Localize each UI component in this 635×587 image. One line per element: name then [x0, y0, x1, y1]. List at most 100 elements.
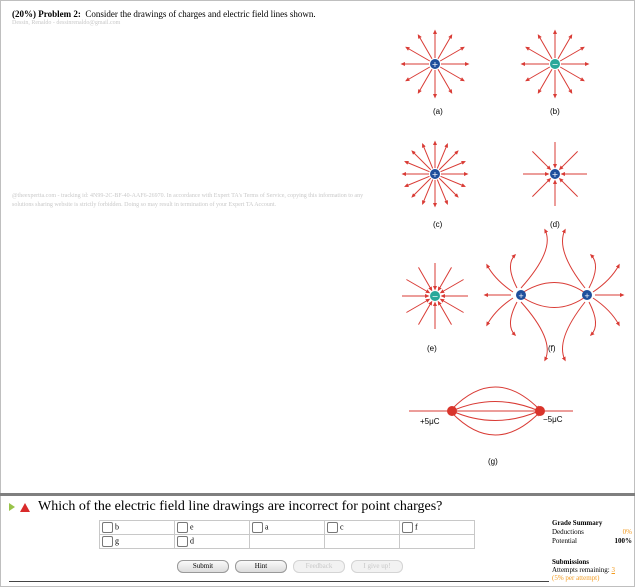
charge-sign: − [552, 60, 559, 69]
submissions-title: Submissions [552, 558, 589, 566]
option-d[interactable]: d [174, 534, 250, 549]
field-line [437, 300, 452, 325]
field-line [557, 34, 573, 60]
question-line: Which of the electric field line drawing… [9, 497, 442, 517]
svg-text:+: + [584, 292, 590, 300]
divider [0, 493, 635, 496]
option-a[interactable]: a [249, 520, 325, 535]
field-line [440, 161, 466, 173]
per-attempt: (5% per attempt) [552, 574, 600, 582]
deductions-row: Deductions 0% [552, 528, 632, 536]
question-area: Which of the electric field line drawing… [9, 497, 635, 587]
field-line [405, 46, 431, 62]
hint-button[interactable]: Hint [235, 560, 287, 573]
checkbox[interactable] [102, 522, 113, 533]
drawing-g [409, 386, 573, 436]
deductions-value: 0% [622, 528, 632, 536]
field-line [437, 34, 453, 60]
question-text: Which of the electric field line drawing… [38, 499, 443, 514]
caption-g: (g) [488, 457, 498, 466]
submissions: Submissions Attempts remaining: 3 (5% pe… [552, 558, 635, 582]
field-line [405, 66, 431, 82]
potential-value: 100% [614, 537, 633, 545]
caption-e: (e) [427, 344, 437, 353]
potential-row: Potential 100% [552, 537, 633, 545]
charge-sign: + [552, 170, 559, 179]
field-line [404, 161, 430, 173]
field-line [417, 34, 433, 60]
option-g[interactable]: g [99, 534, 175, 549]
field-line [558, 151, 578, 171]
drawing-a: + [400, 29, 470, 99]
empty-cell [324, 534, 400, 549]
problem-label: (20%) Problem 2: [12, 9, 81, 19]
field-line [411, 177, 432, 198]
field-line [418, 267, 433, 292]
field-line [438, 150, 459, 171]
field-line [439, 66, 465, 82]
problem-text: Consider the drawings of charges and ele… [85, 9, 316, 19]
attempts-value[interactable]: 3 [611, 566, 616, 574]
svg-text:+: + [518, 292, 524, 300]
field-line [557, 68, 573, 94]
negative-charge-icon [550, 59, 560, 69]
field-line [436, 143, 448, 169]
field-line [439, 46, 465, 62]
field-line [532, 151, 552, 171]
checkbox[interactable] [252, 522, 263, 533]
field-line [422, 179, 434, 205]
charge-sign: + [432, 60, 439, 69]
warning-icon [20, 502, 30, 512]
field-line [558, 177, 578, 197]
field-line [404, 175, 430, 187]
option-b[interactable]: b [99, 520, 175, 535]
field-line [559, 66, 585, 82]
field-line [439, 298, 464, 313]
option-f[interactable]: f [399, 520, 475, 535]
positive-charge-icon [430, 169, 440, 179]
checkbox[interactable] [177, 522, 188, 533]
option-c[interactable]: c [324, 520, 400, 535]
field-lines-figure: + − + + − + + +5μC −5μC (a) (b) (c) (d [400, 29, 625, 466]
positive-charge-icon [516, 290, 526, 300]
problem-title: (20%) Problem 2: Consider the drawings o… [12, 9, 316, 19]
drawing-c: + [401, 140, 469, 208]
field-line [418, 300, 433, 325]
caption-a: (a) [433, 107, 443, 116]
drawing-e: − [402, 263, 468, 329]
empty-cell [249, 534, 325, 549]
positive-charge-icon [550, 169, 560, 179]
charge-sign: + [432, 170, 439, 179]
checkbox[interactable] [327, 522, 338, 533]
charge-right-label: −5μC [543, 415, 563, 424]
caption-f: (f) [548, 344, 556, 353]
field-line [440, 175, 466, 187]
charge-right-icon [535, 406, 545, 416]
checkbox[interactable] [402, 522, 413, 533]
drawing-d: + [523, 142, 587, 206]
grade-summary-title: Grade Summary [552, 519, 603, 527]
field-line [437, 267, 452, 292]
answer-options: b e a c f g d [99, 520, 475, 549]
charge-left-label: +5μC [420, 417, 440, 426]
caption-b: (b) [550, 107, 560, 116]
field-line [406, 279, 431, 294]
checkbox[interactable] [177, 536, 188, 547]
author-line: Dessin, Renaldo - dessinrenaldo@gmail.co… [12, 20, 121, 26]
attempts-row: Attempts remaining: 3 [552, 566, 616, 574]
feedback-button[interactable]: Feedback [293, 560, 345, 573]
field-line [525, 66, 551, 82]
field-line [411, 150, 432, 171]
submit-button[interactable]: Submit [177, 560, 229, 573]
expand-arrow-icon[interactable] [9, 503, 15, 511]
checkbox[interactable] [102, 536, 113, 547]
field-line [437, 68, 453, 94]
field-line [406, 298, 431, 313]
positive-charge-icon [430, 59, 440, 69]
option-e[interactable]: e [174, 520, 250, 535]
drawing-b: − [520, 29, 590, 99]
give-up-button[interactable]: I give up! [351, 560, 403, 573]
field-line [438, 177, 459, 198]
field-line [422, 143, 434, 169]
positive-charge-icon [582, 290, 592, 300]
